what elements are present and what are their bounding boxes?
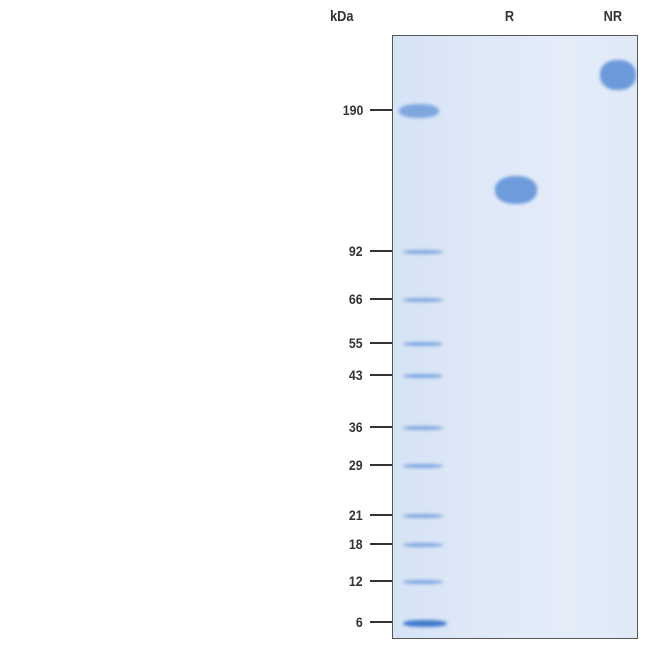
- marker-tick: [370, 109, 392, 111]
- marker-label: 6: [356, 614, 363, 630]
- marker-tick: [370, 543, 392, 545]
- ladder-band: [403, 514, 443, 518]
- marker-tick: [370, 580, 392, 582]
- marker-label: 190: [342, 102, 363, 118]
- ladder-band: [403, 464, 443, 468]
- marker-label: 66: [349, 291, 363, 307]
- marker-tick: [370, 374, 392, 376]
- marker-label: 92: [349, 243, 363, 259]
- marker-label: 12: [349, 573, 363, 589]
- ladder-band: [403, 342, 443, 346]
- ladder-band: [403, 298, 443, 302]
- kda-axis-label: kDa: [330, 8, 354, 25]
- ladder-band: [403, 426, 443, 430]
- ladder-band: [403, 250, 443, 254]
- marker-label: 36: [349, 419, 363, 435]
- marker-tick: [370, 464, 392, 466]
- band-r: [495, 176, 537, 204]
- ladder-band: [403, 619, 447, 627]
- marker-tick: [370, 621, 392, 623]
- band-nr: [600, 60, 636, 90]
- marker-tick: [370, 514, 392, 516]
- lane-label-nr: NR: [603, 8, 623, 25]
- marker-tick: [370, 250, 392, 252]
- ladder-band: [403, 374, 443, 378]
- marker-tick: [370, 342, 392, 344]
- marker-tick: [370, 298, 392, 300]
- ladder-band: [399, 104, 439, 118]
- marker-label: 55: [349, 335, 363, 351]
- ladder-band: [403, 543, 443, 547]
- marker-label: 18: [349, 536, 363, 552]
- gel-image: [392, 35, 638, 639]
- marker-label: 21: [349, 507, 363, 523]
- ladder-band: [403, 580, 443, 584]
- marker-label: 29: [349, 457, 363, 473]
- marker-label: 43: [349, 367, 363, 383]
- lane-label-r: R: [504, 8, 515, 25]
- marker-tick: [370, 426, 392, 428]
